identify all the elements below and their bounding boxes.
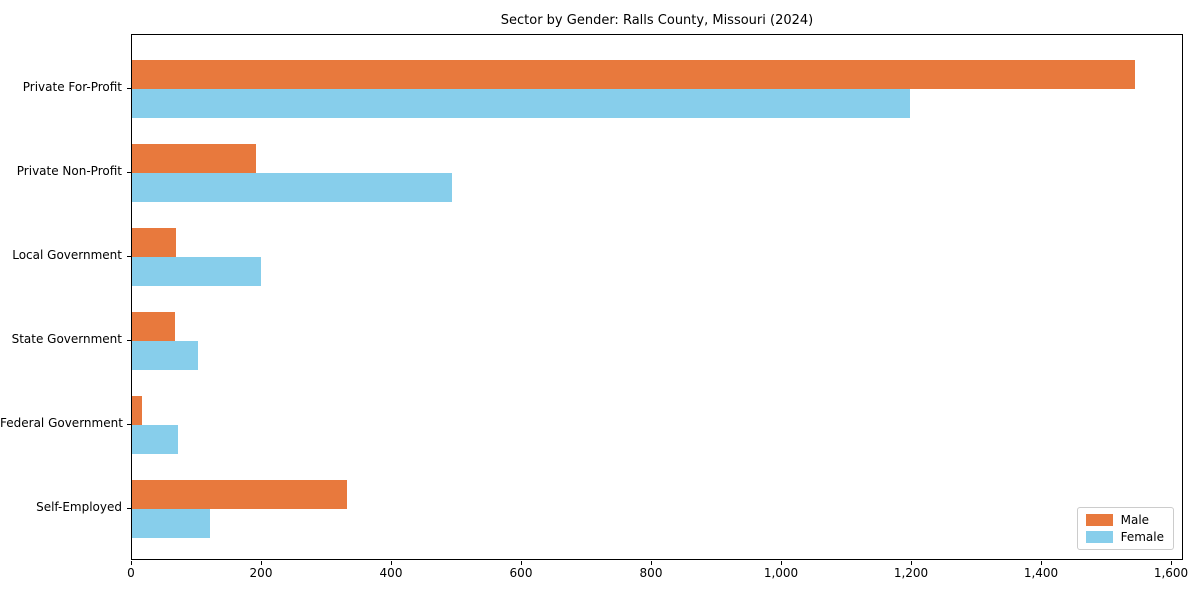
bar-female-self-employed bbox=[132, 509, 210, 538]
bar-female-state-government bbox=[132, 341, 198, 370]
x-tick-label-1600: 1,600 bbox=[1153, 566, 1189, 580]
legend-swatch-female bbox=[1085, 531, 1113, 543]
x-tick-mark bbox=[781, 561, 782, 565]
legend-item-female: Female bbox=[1085, 530, 1164, 544]
y-tick-label-self-employed: Self-Employed bbox=[36, 500, 122, 514]
y-tick-label-federal-government: Federal Government bbox=[0, 416, 123, 430]
x-tick-mark bbox=[391, 561, 392, 565]
bar-male-federal-government bbox=[132, 396, 142, 425]
y-tick-mark bbox=[127, 340, 131, 341]
x-tick-mark bbox=[911, 561, 912, 565]
x-tick-label-600: 600 bbox=[509, 566, 533, 580]
x-tick-mark bbox=[1171, 561, 1172, 565]
bar-female-private-non-profit bbox=[132, 173, 452, 202]
x-tick-label-400: 400 bbox=[379, 566, 403, 580]
y-tick-mark bbox=[127, 172, 131, 173]
y-tick-label-private-for-profit: Private For-Profit bbox=[22, 80, 122, 94]
x-tick-label-1000: 1,000 bbox=[763, 566, 799, 580]
x-tick-mark bbox=[521, 561, 522, 565]
bar-male-state-government bbox=[132, 312, 175, 341]
x-tick-label-1400: 1,400 bbox=[1023, 566, 1059, 580]
y-tick-mark bbox=[127, 508, 131, 509]
legend-swatch-male bbox=[1085, 514, 1113, 526]
bar-female-private-for-profit bbox=[132, 89, 910, 118]
y-tick-label-private-non-profit: Private Non-Profit bbox=[16, 164, 122, 178]
legend-label-male: Male bbox=[1120, 513, 1150, 527]
x-tick-label-800: 800 bbox=[639, 566, 663, 580]
chart-title: Sector by Gender: Ralls County, Missouri… bbox=[500, 13, 814, 28]
bar-male-private-non-profit bbox=[132, 144, 256, 173]
y-tick-label-state-government: State Government bbox=[11, 332, 122, 346]
legend-label-female: Female bbox=[1120, 530, 1164, 544]
x-tick-mark bbox=[131, 561, 132, 565]
bar-female-federal-government bbox=[132, 425, 178, 454]
y-tick-label-local-government: Local Government bbox=[12, 248, 122, 262]
bar-male-private-for-profit bbox=[132, 60, 1135, 89]
bar-male-self-employed bbox=[132, 480, 347, 509]
x-tick-mark bbox=[651, 561, 652, 565]
y-tick-mark bbox=[127, 88, 131, 89]
x-tick-label-200: 200 bbox=[249, 566, 273, 580]
x-tick-label-0: 0 bbox=[127, 566, 135, 580]
x-tick-mark bbox=[1041, 561, 1042, 565]
legend-item-male: Male bbox=[1085, 513, 1164, 527]
x-tick-mark bbox=[261, 561, 262, 565]
x-tick-label-1200: 1,200 bbox=[893, 566, 929, 580]
legend: Male Female bbox=[1076, 507, 1174, 550]
y-tick-mark bbox=[127, 256, 131, 257]
plot-area: Male Female bbox=[131, 34, 1183, 560]
bar-female-local-government bbox=[132, 257, 261, 286]
bar-male-local-government bbox=[132, 228, 176, 257]
y-tick-mark bbox=[127, 424, 131, 425]
